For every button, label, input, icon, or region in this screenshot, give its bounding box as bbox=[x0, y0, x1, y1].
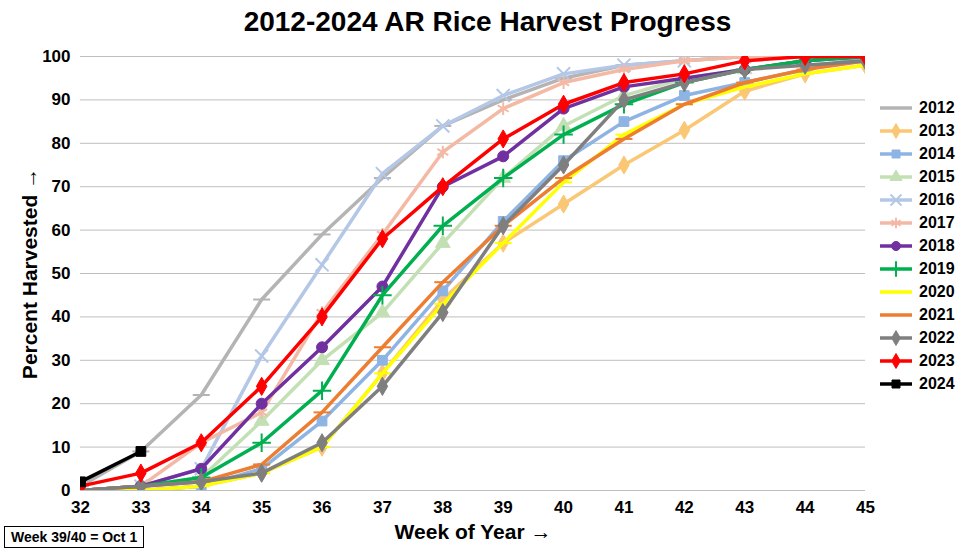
html-text:2023: 2023 bbox=[919, 351, 955, 369]
html-text:Week 39/40 = Oct 1: Week 39/40 = Oct 1 bbox=[11, 529, 138, 545]
svg-text:44: 44 bbox=[796, 498, 815, 517]
html-text:2018: 2018 bbox=[919, 236, 955, 254]
html-text:2019: 2019 bbox=[919, 259, 955, 277]
svg-text:33: 33 bbox=[131, 498, 150, 517]
svg-text:Percent Harvested →: Percent Harvested → bbox=[18, 168, 41, 379]
svg-text:45: 45 bbox=[856, 498, 875, 517]
html-text:2022: 2022 bbox=[919, 328, 955, 346]
svg-text:35: 35 bbox=[252, 498, 271, 517]
svg-text:39: 39 bbox=[494, 498, 513, 517]
svg-text:43: 43 bbox=[735, 498, 754, 517]
svg-text:70: 70 bbox=[52, 177, 71, 196]
svg-text:80: 80 bbox=[52, 134, 71, 153]
html-text:2013: 2013 bbox=[919, 121, 955, 139]
svg-text:34: 34 bbox=[192, 498, 211, 517]
svg-text:38: 38 bbox=[433, 498, 452, 517]
svg-text:60: 60 bbox=[52, 221, 71, 240]
svg-text:40: 40 bbox=[554, 498, 573, 517]
svg-text:37: 37 bbox=[373, 498, 392, 517]
html-text:2012-2024 AR Rice Harvest Prog: 2012-2024 AR Rice Harvest Progress bbox=[243, 6, 732, 37]
html-text:2015: 2015 bbox=[919, 167, 955, 185]
svg-text:0: 0 bbox=[61, 481, 70, 500]
html-text:2017: 2017 bbox=[919, 213, 955, 231]
html-text:2024: 2024 bbox=[919, 374, 955, 392]
svg-text:40: 40 bbox=[52, 307, 71, 326]
html-text:2012: 2012 bbox=[919, 98, 955, 116]
svg-text:50: 50 bbox=[52, 264, 71, 283]
svg-text:10: 10 bbox=[52, 438, 71, 457]
svg-text:100: 100 bbox=[42, 47, 70, 66]
svg-text:20: 20 bbox=[52, 394, 71, 413]
svg-text:42: 42 bbox=[675, 498, 694, 517]
html-text:2014: 2014 bbox=[919, 144, 955, 162]
svg-text:41: 41 bbox=[615, 498, 634, 517]
svg-text:36: 36 bbox=[313, 498, 332, 517]
svg-text:90: 90 bbox=[52, 90, 71, 109]
svg-text:30: 30 bbox=[52, 351, 71, 370]
html-text:2021: 2021 bbox=[919, 305, 955, 323]
html-text:2016: 2016 bbox=[919, 190, 955, 208]
svg-text:32: 32 bbox=[71, 498, 90, 517]
html-text:2020: 2020 bbox=[919, 282, 955, 300]
svg-text:Week of Year →: Week of Year → bbox=[395, 520, 552, 543]
